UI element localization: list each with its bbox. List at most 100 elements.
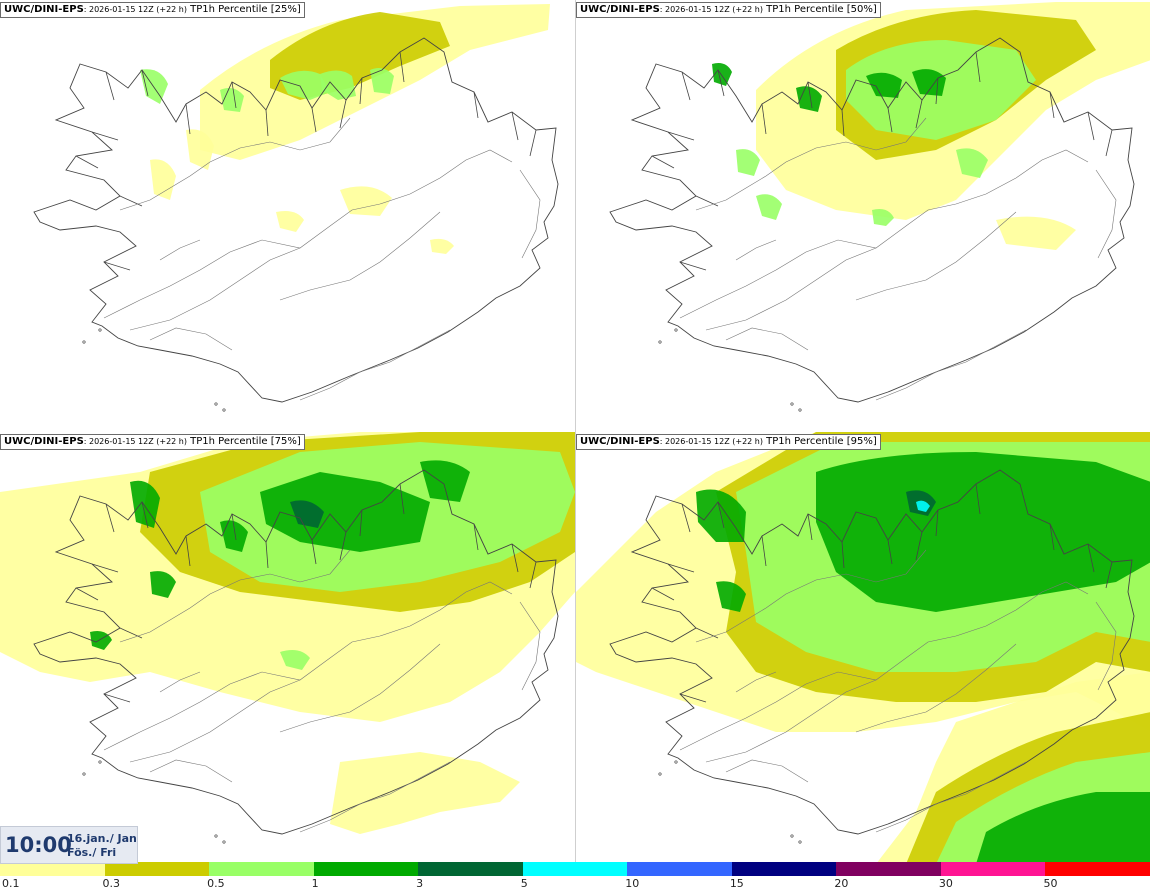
fjord: [841, 541, 845, 569]
precip-contour: [220, 520, 248, 552]
fjord: [473, 91, 479, 119]
road: [735, 239, 777, 261]
fjord: [1049, 91, 1055, 119]
valid-time-box: 10:00 16.jan./ Jan Fös./ Fri: [0, 826, 138, 864]
road: [119, 549, 351, 643]
fjord: [679, 693, 707, 703]
model-name: UWC/DINI-EPS: [4, 436, 84, 447]
islet: [674, 328, 678, 332]
run-time: : 2026-01-15 12Z (+22 h): [659, 437, 763, 446]
colorbar-bin: [627, 862, 733, 876]
islet: [798, 840, 802, 844]
model-name: UWC/DINI-EPS: [580, 4, 660, 15]
precip-contour: [430, 238, 454, 254]
fjord: [91, 131, 119, 141]
fjord: [651, 587, 675, 601]
fjord: [761, 535, 767, 567]
islet: [790, 402, 794, 406]
islet: [674, 760, 678, 764]
colorbar-tick-label: 50: [1043, 877, 1058, 890]
panel-title: UWC/DINI-EPS: 2026-01-15 12Z (+22 h) TP1…: [576, 2, 881, 18]
fjord: [311, 539, 317, 565]
fjord: [265, 109, 269, 137]
colorbar-bin: [836, 862, 942, 876]
colorbar-bin: [418, 862, 524, 876]
road: [299, 761, 451, 833]
fjord: [841, 109, 845, 137]
panel-title: UWC/DINI-EPS: 2026-01-15 12Z (+22 h) TP1…: [576, 434, 881, 450]
precip-contour: [420, 460, 470, 502]
colorbar-bin: [313, 862, 419, 876]
fjord: [185, 535, 191, 567]
road: [855, 643, 1017, 733]
road: [159, 671, 201, 693]
fjord: [231, 513, 237, 541]
precip-contour: [866, 72, 902, 98]
fjord: [975, 51, 981, 83]
fjord: [887, 107, 893, 133]
fjord: [529, 129, 537, 157]
fjord: [915, 99, 923, 129]
fjord: [359, 77, 363, 105]
precip-contour: [260, 472, 430, 552]
colorbar-tick-label: 30: [938, 877, 953, 890]
precip-map-p50: [609, 2, 1150, 412]
fjord: [887, 539, 893, 565]
model-name: UWC/DINI-EPS: [4, 4, 84, 15]
field-name: TP1h Percentile [25%]: [186, 4, 301, 15]
fjord: [91, 563, 119, 573]
fjord: [667, 131, 695, 141]
road: [279, 211, 441, 301]
road: [875, 329, 1027, 401]
precip-contour: [220, 88, 244, 112]
road: [695, 549, 927, 643]
fjord: [695, 627, 719, 639]
precip-contour: [716, 581, 746, 612]
map-panel-p25: UWC/DINI-EPS: 2026-01-15 12Z (+22 h) TP1…: [0, 0, 575, 432]
fjord: [339, 99, 347, 129]
colorbar-bin: [522, 862, 628, 876]
fjord: [265, 541, 269, 569]
colorbar-tick-label: 15: [729, 877, 744, 890]
fjord: [511, 111, 519, 141]
road: [279, 643, 441, 733]
precip-contour: [996, 216, 1076, 250]
road: [679, 581, 1089, 751]
fjord: [75, 155, 99, 169]
field-name: TP1h Percentile [75%]: [186, 436, 301, 447]
colorbar-bin: [209, 862, 315, 876]
fjord: [1087, 543, 1095, 573]
road: [705, 679, 877, 763]
precip-contour: [150, 571, 176, 598]
fjord: [975, 483, 981, 515]
precip-map-p25: [33, 4, 559, 412]
fjord: [529, 561, 537, 589]
colorbar-tick-label: 1: [311, 877, 319, 890]
fjord: [915, 531, 923, 561]
field-name: TP1h Percentile [95%]: [762, 436, 877, 447]
fjord: [681, 71, 691, 101]
colorbar-tick-label: 10: [625, 877, 640, 890]
fjord: [511, 543, 519, 573]
fjord: [399, 51, 405, 83]
islet: [98, 760, 102, 764]
precip-contour: [150, 159, 176, 200]
fjord: [717, 501, 725, 529]
islet: [82, 772, 86, 776]
fjord: [103, 261, 131, 271]
fjord: [1105, 129, 1113, 157]
road: [725, 327, 809, 351]
precip-contour: [816, 452, 1150, 612]
fjord: [141, 69, 149, 97]
colorbar-tick-label: 5: [520, 877, 528, 890]
fjord: [717, 69, 725, 97]
fjord: [761, 103, 767, 135]
fjord: [119, 627, 143, 639]
colorbar-bin: [731, 862, 837, 876]
road: [129, 679, 301, 763]
colorbar-tick-label: 3: [416, 877, 424, 890]
precip-map-p75: [0, 432, 575, 844]
road: [735, 671, 777, 693]
road: [1095, 169, 1117, 259]
islet: [82, 340, 86, 344]
